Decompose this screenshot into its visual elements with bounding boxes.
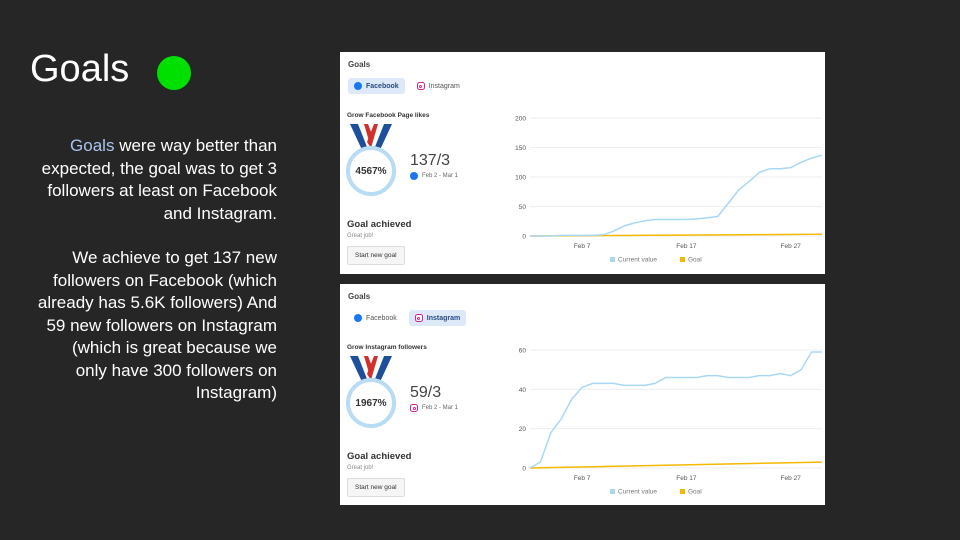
instagram-chart-svg: 0 20 40 60 Feb 7 Feb 17 Feb 27 Current value Goa… xyxy=(519,348,823,496)
y-tick-label: 60 xyxy=(519,348,527,355)
tab-instagram[interactable]: Instagram xyxy=(408,310,467,326)
legend-swatch xyxy=(610,489,615,494)
x-tick-label: Feb 27 xyxy=(781,475,802,482)
goal-ratio: 59/3 xyxy=(410,384,442,401)
date-range: Feb 2 - Mar 1 xyxy=(410,172,458,180)
medal-icon: 1967% xyxy=(346,356,396,428)
legend-label: Goal xyxy=(688,257,702,264)
y-tick-label: 100 xyxy=(515,175,526,182)
goal-percent: 1967% xyxy=(346,378,396,428)
legend-label: Goal xyxy=(688,489,702,496)
tab-facebook[interactable]: Facebook xyxy=(348,78,405,94)
description-p2: We achieve to get 137 new followers on F… xyxy=(37,248,277,402)
panel-title: Goals xyxy=(348,292,371,301)
y-tick-label: 20 xyxy=(519,426,527,433)
goal-achieved: Goal achieved xyxy=(347,451,412,462)
instagram-icon xyxy=(414,314,423,322)
facebook-icon xyxy=(354,314,362,322)
great-job-text: Great job! xyxy=(347,233,374,239)
facebook-chart-svg: 0 50 100 150 200 Feb 7 Feb 17 Feb 27 Current val… xyxy=(515,116,823,264)
tab-label: Instagram xyxy=(426,314,461,322)
y-tick-label: 50 xyxy=(519,204,527,211)
goal-achieved: Goal achieved xyxy=(347,219,412,230)
series-line-goal xyxy=(529,461,823,469)
facebook-icon xyxy=(354,82,362,90)
platform-tabs: Facebook Instagram xyxy=(348,78,466,94)
goal-percent: 4567% xyxy=(346,146,396,196)
goal-ratio: 137/3 xyxy=(410,152,451,169)
facebook-chart: 0 50 100 150 200 Feb 7 Feb 17 Feb 27 Current val… xyxy=(500,110,825,270)
y-tick-label: 40 xyxy=(519,387,527,394)
facebook-goals-panel: Goals Facebook Instagram Grow Facebook P… xyxy=(340,52,825,274)
legend-swatch xyxy=(680,257,685,262)
x-tick-label: Feb 7 xyxy=(574,475,591,482)
tab-label: Instagram xyxy=(428,82,460,90)
medal-icon: 4567% xyxy=(346,124,396,196)
description-p1-text: were way better than expected, the goal … xyxy=(41,136,277,223)
legend-swatch xyxy=(680,489,685,494)
slide-title: Goals xyxy=(30,48,130,90)
series-line-current-value xyxy=(530,154,823,237)
start-new-goal-button[interactable]: Start new goal xyxy=(347,478,405,497)
description-highlight: Goals xyxy=(70,136,115,155)
platform-tabs: Facebook Instagram xyxy=(348,310,467,326)
tab-facebook[interactable]: Facebook xyxy=(348,310,403,326)
start-new-goal-button[interactable]: Start new goal xyxy=(347,246,405,265)
instagram-icon xyxy=(416,82,425,90)
x-tick-label: Feb 17 xyxy=(676,243,697,250)
x-tick-label: Feb 17 xyxy=(676,475,697,482)
tab-instagram[interactable]: Instagram xyxy=(411,78,466,94)
facebook-icon xyxy=(410,172,418,180)
tab-label: Facebook xyxy=(366,82,399,90)
status-dot xyxy=(157,56,191,90)
goal-name: Grow Facebook Page likes xyxy=(347,112,430,119)
tab-label: Facebook xyxy=(366,314,397,322)
instagram-chart: 0 20 40 60 Feb 7 Feb 17 Feb 27 Current value Goa… xyxy=(500,342,825,502)
y-tick-label: 200 xyxy=(515,116,526,123)
instagram-icon xyxy=(410,404,418,412)
date-range-text: Feb 2 - Mar 1 xyxy=(422,405,459,411)
panel-title: Goals xyxy=(348,60,371,69)
legend-swatch xyxy=(610,257,615,262)
x-tick-label: Feb 27 xyxy=(781,243,802,250)
instagram-goals-panel: Goals Facebook Instagram Grow Instagram … xyxy=(340,284,825,505)
legend-label: Current value xyxy=(618,489,657,496)
goal-name: Grow Instagram followers xyxy=(347,344,427,351)
legend-label: Current value xyxy=(618,257,657,264)
great-job-text: Great job! xyxy=(347,465,374,471)
series-line-current-value xyxy=(529,351,822,469)
description-p1: Goals were way better than expected, the… xyxy=(37,135,277,225)
date-range: Feb 2 - Mar 1 xyxy=(410,404,458,412)
x-tick-label: Feb 7 xyxy=(574,243,591,250)
y-tick-label: 0 xyxy=(522,234,526,241)
y-tick-label: 0 xyxy=(522,466,526,473)
date-range-text: Feb 2 - Mar 1 xyxy=(422,173,459,179)
description: Goals were way better than expected, the… xyxy=(37,135,277,427)
y-tick-label: 150 xyxy=(515,145,526,152)
